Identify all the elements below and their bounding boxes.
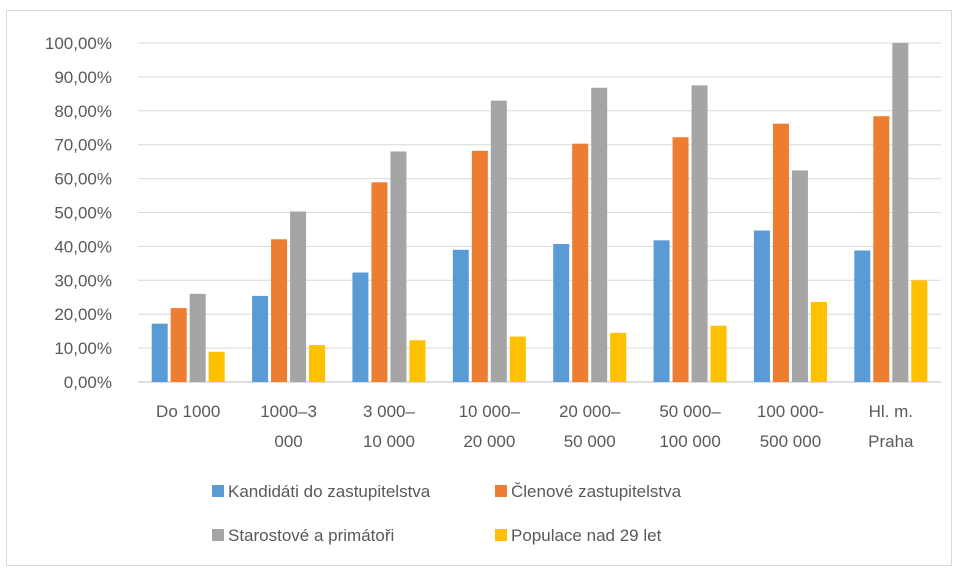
x-category-label: 20 000– (559, 402, 621, 421)
legend-label: Starostové a primátoři (228, 526, 394, 545)
bar (509, 336, 526, 382)
x-category-label: Hl. m. (869, 402, 913, 421)
bar (371, 182, 388, 382)
x-category-label: 50 000 (564, 432, 616, 451)
bar (672, 137, 689, 382)
bar (810, 301, 827, 382)
bar (452, 249, 469, 382)
y-tick-label: 20,00% (54, 305, 112, 324)
bar (753, 230, 770, 382)
x-category-label: Praha (868, 432, 914, 451)
bar (271, 239, 288, 382)
bar (252, 295, 269, 382)
bar (892, 43, 909, 382)
bar (873, 116, 890, 382)
x-category-label: 100 000 (659, 432, 720, 451)
x-category-label: 50 000– (659, 402, 721, 421)
y-tick-label: 10,00% (54, 339, 112, 358)
legend-swatch (495, 529, 507, 541)
bar (390, 151, 407, 382)
legend-swatch (212, 485, 224, 497)
y-tick-label: 80,00% (54, 102, 112, 121)
legend-label: Členové zastupitelstva (511, 482, 682, 501)
bar (710, 325, 727, 382)
bar (791, 170, 808, 382)
x-category-label: 1000–3 (260, 402, 317, 421)
bar (610, 332, 627, 382)
bar (854, 250, 871, 382)
legend-label: Kandidáti do zastupitelstva (228, 482, 431, 501)
bar (591, 87, 608, 383)
y-tick-label: 70,00% (54, 136, 112, 155)
bar (352, 272, 369, 382)
bar (189, 293, 206, 382)
y-tick-label: 60,00% (54, 170, 112, 189)
bar (653, 240, 670, 382)
bars (151, 43, 928, 383)
y-tick-label: 90,00% (54, 68, 112, 87)
bar (170, 308, 187, 382)
legend: Kandidáti do zastupitelstva Členové zastu… (212, 482, 682, 545)
x-category-label: 10 000 (363, 432, 415, 451)
bar (772, 123, 789, 382)
x-category-label: 000 (274, 432, 302, 451)
y-tick-label: 0,00% (64, 373, 112, 392)
legend-swatch (212, 529, 224, 541)
bar (151, 323, 168, 382)
bar (208, 351, 225, 382)
bar (309, 345, 326, 382)
x-category-label: 10 000– (459, 402, 521, 421)
legend-label: Populace nad 29 let (511, 526, 662, 545)
y-tick-label: 40,00% (54, 237, 112, 256)
x-category-label: Do 1000 (156, 402, 220, 421)
x-category-label: 100 000- (757, 402, 824, 421)
bar (911, 280, 928, 382)
x-category-label: 3 000– (363, 402, 416, 421)
x-category-label: 500 000 (760, 432, 821, 451)
bar (572, 143, 589, 382)
bar (553, 244, 570, 382)
legend-swatch (495, 485, 507, 497)
bar (471, 150, 488, 382)
bar (490, 100, 507, 382)
y-tick-label: 30,00% (54, 271, 112, 290)
bar (290, 211, 307, 382)
bar (691, 85, 708, 382)
y-tick-label: 50,00% (54, 204, 112, 223)
y-axis-tick-labels: 0,00% 10,00% 20,00% 30,00% 40,00% 50,00% 60,00… (45, 34, 112, 392)
bar (409, 340, 426, 382)
x-category-label: 20 000 (463, 432, 515, 451)
y-tick-label: 100,00% (45, 34, 112, 53)
x-axis-category-labels: Do 1000 1000–3 000 3 000– 10 000 10 000– 20 00… (156, 402, 914, 451)
